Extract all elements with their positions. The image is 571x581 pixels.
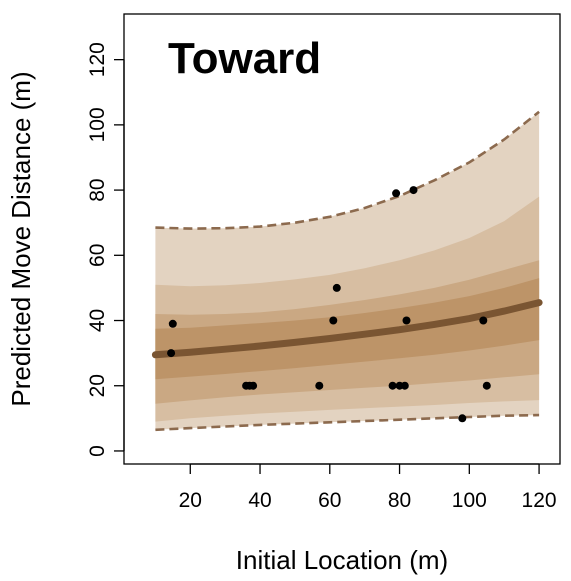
credible-band-4 [155, 278, 540, 380]
data-point-1 [167, 349, 176, 358]
data-point-7 [329, 316, 338, 325]
chart-title: Toward [168, 34, 321, 83]
data-point-5 [249, 381, 258, 390]
data-point-15 [458, 414, 467, 423]
x-tick-label-40: 40 [248, 489, 271, 512]
x-axis-title: Initial Location (m) [236, 545, 448, 575]
y-tick-label-0: 0 [86, 445, 109, 457]
data-point-2 [168, 319, 177, 328]
y-tick-label-60: 60 [86, 244, 109, 267]
data-point-14 [409, 186, 418, 195]
data-point-13 [402, 316, 411, 325]
data-point-8 [332, 283, 341, 292]
lower-bound-line [155, 413, 540, 432]
outer-bound-lines [155, 110, 540, 432]
x-axis: 20 40 60 80 100 120 [179, 463, 557, 512]
data-point-6 [315, 381, 324, 390]
data-points [167, 186, 491, 423]
y-tick-label-40: 40 [86, 309, 109, 332]
x-tick-label-20: 20 [179, 489, 202, 512]
y-axis-title: Predicted Move Distance (m) [6, 71, 36, 406]
mean-line-group [151, 299, 543, 359]
y-tick-label-120: 120 [86, 42, 109, 77]
y-tick-label-20: 20 [86, 374, 109, 397]
data-point-17 [482, 381, 491, 390]
y-axis: 0 20 40 60 80 100 120 [86, 42, 125, 457]
y-tick-label-100: 100 [86, 107, 109, 142]
x-tick-label-60: 60 [318, 489, 341, 512]
data-point-12 [400, 381, 409, 390]
data-point-9 [388, 381, 397, 390]
x-tick-label-100: 100 [452, 489, 487, 512]
credible-bands [155, 111, 540, 430]
data-point-16 [479, 316, 488, 325]
x-tick-label-80: 80 [388, 489, 411, 512]
y-tick-label-80: 80 [86, 178, 109, 201]
mean-line [151, 299, 543, 359]
data-point-10 [392, 189, 401, 198]
x-tick-label-120: 120 [522, 489, 557, 512]
upper-bound-line [155, 110, 540, 230]
